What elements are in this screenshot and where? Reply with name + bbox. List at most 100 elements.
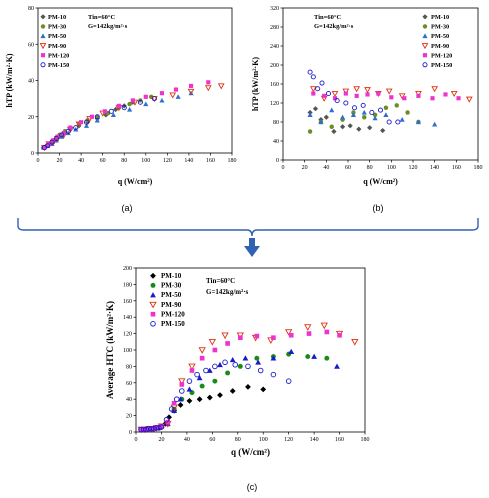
data-point-b-pm-150	[334, 98, 340, 104]
legend-marker-c	[150, 282, 156, 288]
annotation-line-a: G=142kg/m²·s	[88, 23, 128, 30]
x-tick-label-a: 160	[206, 158, 215, 164]
data-point-a-pm-150	[65, 128, 71, 134]
data-point-b-pm-50	[329, 107, 335, 113]
data-point-b-pm-30	[405, 110, 410, 115]
data-point-a-pm-150	[73, 125, 79, 131]
data-point-b-pm-10	[323, 114, 329, 120]
x-tick-label-b: 60	[345, 165, 351, 171]
data-point-c-pm-30	[254, 355, 260, 361]
y-tick-label-c: 80	[126, 364, 132, 370]
data-point-b-pm-10	[312, 106, 319, 112]
data-point-b-pm-150	[360, 102, 366, 108]
data-point-b-pm-10	[356, 126, 362, 132]
data-point-c-pm-150	[179, 388, 185, 394]
data-point-a-pm-150	[53, 135, 59, 142]
data-point-b-pm-120	[343, 91, 348, 96]
data-point-c-pm-150	[245, 363, 251, 370]
x-tick-label-b: 140	[430, 165, 439, 171]
data-point-a-pm-120	[68, 125, 73, 130]
data-point-c-pm-150	[257, 367, 264, 374]
x-axis-label-b: q (W/cm²)	[363, 177, 398, 186]
panel-label-b: (b)	[373, 203, 384, 213]
data-point-a-pm-50	[94, 117, 100, 123]
data-point-b-pm-50	[383, 112, 389, 117]
data-point-a-pm-50	[73, 126, 79, 132]
data-point-b-pm-150	[369, 109, 375, 116]
data-point-c-pm-50	[217, 361, 223, 368]
data-point-b-pm-120	[376, 91, 381, 96]
data-point-a-pm-150	[121, 105, 127, 111]
data-point-c-pm-120	[159, 423, 164, 429]
legend-entry-a: PM-150	[48, 62, 69, 69]
legend-marker-c	[150, 311, 156, 317]
data-point-c-pm-10	[217, 392, 223, 398]
y-tick-label-b: 0	[276, 158, 279, 164]
data-point-c-pm-150	[143, 426, 149, 433]
data-point-c-pm-150	[163, 416, 170, 423]
data-point-c-pm-150	[158, 424, 165, 430]
legend-entry-b: PM-30	[431, 24, 449, 31]
y-tick-label-c: 140	[123, 315, 132, 321]
arrow-head	[244, 246, 260, 257]
y-tick-label-c: 100	[123, 348, 132, 354]
chart-panel-a: 0 20 40 60 80 100 120 140 160 180 0 20 40 60 80 q (W/cm…	[5, 6, 237, 213]
data-point-c-pm-120	[225, 341, 230, 346]
data-point-c-pm-50	[229, 356, 236, 363]
x-tick-label-b: 100	[387, 165, 396, 171]
data-point-c-pm-90	[221, 332, 229, 340]
y-tick-label-a: 40	[28, 79, 34, 85]
data-point-b-pm-90	[431, 86, 439, 93]
data-point-b-pm-150	[343, 100, 349, 106]
data-point-b-pm-50	[361, 109, 367, 115]
data-point-a-pm-150	[108, 108, 114, 114]
y-tick-label-b: 80	[273, 120, 279, 126]
y-tick-label-b: 200	[270, 63, 279, 69]
data-point-c-pm-90	[178, 378, 186, 385]
x-axis-label-c: q (W/cm²)	[231, 447, 270, 457]
y-tick-label-c: 180	[123, 282, 132, 288]
legend-marker-b	[422, 53, 428, 58]
data-point-b-pm-50	[415, 119, 422, 125]
y-tick-label-b: 120	[270, 101, 279, 107]
data-point-b-pm-90	[309, 86, 317, 93]
annotation-line-b: G=142kg/m²·s	[314, 23, 354, 30]
data-point-c-pm-10	[186, 397, 193, 404]
y-tick-label-c: 20	[126, 414, 132, 420]
data-point-c-pm-120	[324, 329, 330, 335]
legend-marker-b	[422, 62, 428, 68]
y-tick-label-a: 20	[28, 115, 34, 121]
data-point-c-pm-150	[203, 367, 209, 374]
x-tick-label-a: 20	[57, 158, 63, 164]
data-point-c-pm-120	[212, 347, 218, 353]
legend-entry-a: PM-30	[48, 24, 66, 31]
x-tick-label-c: 160	[335, 437, 344, 443]
annotation-line-c: Tin=60°C	[206, 277, 235, 285]
data-point-b-pm-120	[354, 93, 359, 98]
data-point-b-pm-90	[331, 90, 339, 98]
legend-marker-c	[150, 272, 156, 279]
data-point-b-pm-150	[310, 74, 316, 80]
data-point-b-pm-90	[385, 88, 393, 95]
data-point-c-pm-150	[285, 378, 292, 384]
arrow-shaft	[249, 238, 255, 247]
data-point-b-pm-90	[465, 96, 473, 103]
data-point-c-pm-90	[188, 363, 196, 371]
data-point-a-pm-120	[79, 120, 84, 125]
x-tick-label-a: 180	[228, 158, 237, 164]
data-point-b-pm-120	[402, 96, 407, 101]
legend-marker-a	[40, 33, 46, 39]
legend-entry-a: PM-50	[48, 33, 66, 40]
legend-entry-c: PM-120	[161, 310, 185, 318]
data-point-a-pm-50	[59, 134, 65, 139]
legend-entry-a: PM-90	[48, 43, 66, 50]
data-point-c-pm-150	[212, 363, 218, 370]
y-tick-label-a: 80	[28, 6, 34, 12]
data-point-b-pm-30	[329, 124, 334, 129]
data-point-b-pm-50	[307, 112, 313, 117]
data-point-b-pm-150	[377, 107, 384, 113]
data-point-c-pm-50	[334, 363, 340, 369]
data-point-b-pm-120	[311, 91, 316, 96]
y-tick-label-c: 200	[123, 266, 132, 272]
data-point-c-pm-120	[150, 426, 155, 432]
